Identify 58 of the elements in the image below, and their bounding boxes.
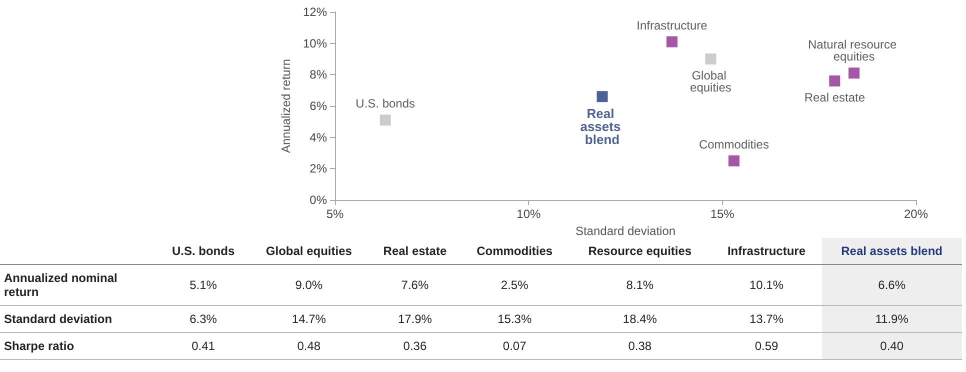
- series-label: Natural resource equities: [808, 38, 900, 64]
- series-label: Commodities: [698, 137, 769, 152]
- x-axis-title: Standard deviation: [575, 224, 676, 238]
- series-label: Real assets blend: [580, 106, 624, 148]
- category-label: Commodities: [460, 238, 568, 264]
- category-label: Infrastructure: [711, 238, 822, 264]
- y-tick-label: 12%: [302, 5, 328, 19]
- point: [666, 36, 678, 48]
- text: 17.9%: [398, 312, 432, 326]
- text: 0.48: [297, 339, 321, 353]
- y-tick-label: 4%: [310, 130, 328, 144]
- category-label: Global equities: [248, 238, 370, 264]
- point: [829, 75, 840, 86]
- y-tick-label: 2%: [310, 162, 328, 176]
- text: 7.6%: [401, 278, 429, 292]
- text: 5.1%: [190, 278, 217, 292]
- text: 0.40: [880, 339, 904, 353]
- series-label: Infrastructure: [636, 18, 708, 32]
- text: 10.1%: [749, 278, 784, 292]
- point: [380, 114, 391, 126]
- point: [848, 68, 860, 79]
- text: 0.38: [628, 339, 652, 353]
- y-tick-label: 0%: [310, 193, 328, 207]
- category-label: Annualized nominal return: [4, 271, 118, 299]
- category-label: Standard deviation: [4, 312, 112, 326]
- text: 0.07: [502, 339, 526, 353]
- text: 15.3%: [498, 312, 532, 326]
- x-tick-label: 15%: [710, 207, 735, 221]
- text: 9.0%: [295, 278, 323, 292]
- text: 6.6%: [878, 278, 906, 292]
- text: 13.7%: [749, 312, 784, 326]
- category-label: Real assets blend: [822, 238, 962, 264]
- category-label: Real estate: [369, 238, 461, 264]
- y-axis-title: Annualized return: [279, 58, 294, 154]
- point: [728, 155, 740, 166]
- x-tick-label: 20%: [904, 207, 928, 221]
- y-tick-label: 8%: [310, 68, 328, 82]
- x-tick-label: 5%: [326, 207, 344, 221]
- series-label: U.S. bonds: [356, 96, 416, 111]
- point: [596, 91, 608, 102]
- series-label: Global equities: [690, 68, 732, 94]
- text: 8.1%: [626, 278, 654, 292]
- y-tick-label: 10%: [302, 36, 328, 50]
- category-label: U.S. bonds: [158, 238, 249, 264]
- text: 11.9%: [875, 312, 908, 326]
- category-label: Resource equities: [568, 238, 712, 264]
- text: 14.7%: [292, 312, 326, 326]
- x-tick-label: 10%: [516, 207, 541, 221]
- point: [705, 54, 716, 64]
- text: 0.41: [192, 339, 215, 353]
- text: 2.5%: [500, 278, 528, 292]
- text: 18.4%: [622, 312, 657, 326]
- category-label: Sharpe ratio: [4, 339, 74, 353]
- text: 0.59: [754, 339, 778, 353]
- y-tick-label: 6%: [310, 99, 328, 113]
- series-label: Real estate: [804, 90, 866, 104]
- text: 0.36: [403, 339, 427, 353]
- text: 6.3%: [190, 312, 217, 326]
